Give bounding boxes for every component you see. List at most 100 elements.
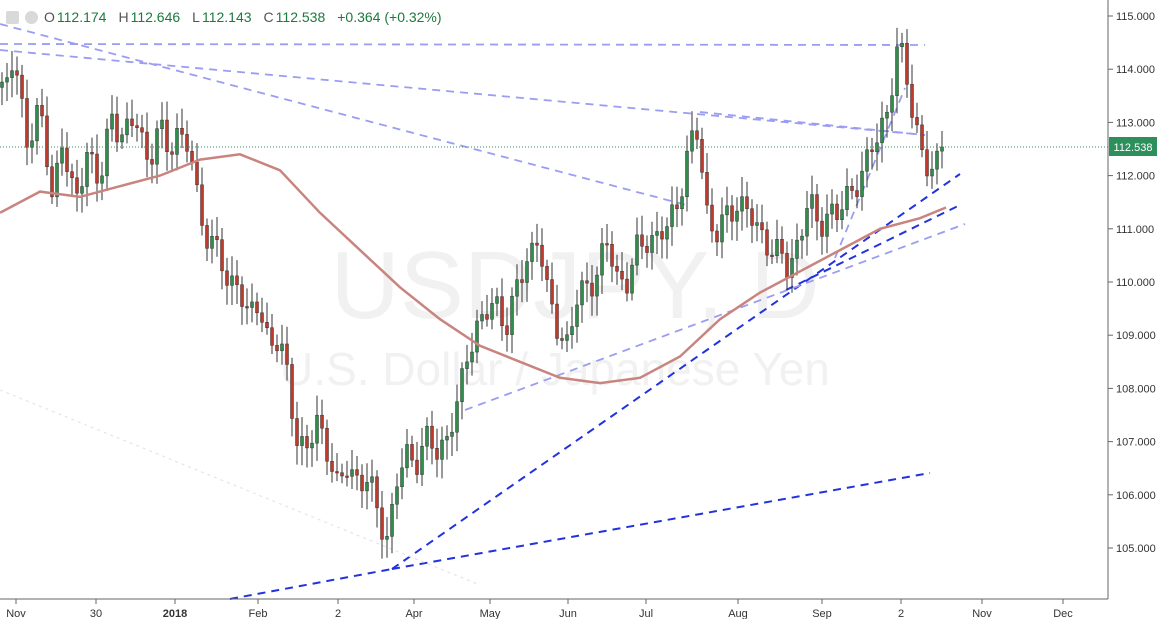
- trendline: [0, 389, 481, 586]
- candle-body: [765, 229, 769, 256]
- candle-body: [15, 70, 19, 76]
- candle-body: [895, 46, 899, 96]
- candle-body: [700, 139, 704, 173]
- x-tick-label: Apr: [405, 608, 422, 619]
- candle-body: [400, 467, 404, 488]
- candle-body: [555, 303, 559, 339]
- candle-body: [105, 128, 109, 177]
- candle-body: [535, 242, 539, 246]
- candle-body: [320, 414, 324, 429]
- candle-body: [935, 150, 939, 170]
- candle-body: [910, 84, 914, 118]
- candle-body: [475, 320, 479, 353]
- close-value: 112.538: [275, 9, 326, 25]
- candle-body: [725, 205, 729, 216]
- candle-body: [805, 208, 809, 237]
- open-value: 112.174: [56, 9, 107, 25]
- candle-body: [120, 134, 124, 143]
- candle-body: [145, 131, 149, 160]
- candle-body: [655, 231, 659, 236]
- candle-body: [925, 149, 929, 177]
- candle-body: [85, 152, 89, 187]
- candle-body: [630, 264, 634, 294]
- trendline: [0, 23, 691, 207]
- price-axis[interactable]: 105.000 106.000 107.000 108.000 109.000 110.0…: [1108, 11, 1156, 555]
- y-tick-label: 109.000: [1116, 330, 1156, 342]
- candle-body: [285, 343, 289, 365]
- candle-body: [50, 166, 54, 198]
- trendline: [0, 43, 926, 46]
- y-tick-label: 114.000: [1116, 64, 1155, 76]
- candle-body: [820, 220, 824, 237]
- candle-body: [300, 436, 304, 446]
- candle-body: [45, 115, 49, 168]
- candle-body: [0, 81, 4, 88]
- symbol-toggle-icon[interactable]: [6, 10, 19, 24]
- candle-body: [740, 196, 744, 212]
- candle-body: [60, 147, 64, 164]
- candle-body: [905, 42, 909, 85]
- candle-body: [30, 140, 34, 148]
- candle-body: [440, 439, 444, 460]
- candle-body: [900, 42, 904, 48]
- x-tick-label: Sep: [812, 608, 832, 619]
- candle-body: [845, 186, 849, 210]
- symbol-settings-icon[interactable]: [25, 10, 38, 24]
- candle-body: [615, 266, 619, 272]
- y-tick-label: 111.000: [1116, 224, 1154, 236]
- candle-body: [800, 235, 804, 241]
- candle-body: [165, 119, 169, 153]
- x-tick-label: Aug: [728, 608, 748, 619]
- candle-body: [355, 469, 359, 476]
- candle-body: [865, 149, 869, 172]
- x-tick-label: 2018: [163, 608, 187, 619]
- candle-body: [645, 245, 649, 253]
- candle-body: [640, 234, 644, 247]
- candle-body: [230, 275, 234, 286]
- candle-body: [510, 295, 514, 335]
- trendline: [229, 568, 393, 600]
- candle-body: [500, 296, 504, 326]
- candle-body: [90, 152, 94, 155]
- candle-body: [450, 431, 454, 437]
- candle-body: [890, 95, 894, 113]
- candle-body: [240, 284, 244, 307]
- y-tick-label: 105.000: [1116, 543, 1156, 555]
- candle-body: [140, 127, 144, 133]
- candle-body: [565, 334, 569, 341]
- candle-body: [250, 301, 254, 308]
- candle-body: [125, 118, 129, 136]
- candle-body: [600, 243, 604, 276]
- trendline: [834, 87, 906, 259]
- x-tick-label: 2: [898, 608, 904, 619]
- watermark-symbol: USDJPY, D: [330, 232, 819, 339]
- candle-body: [915, 117, 919, 126]
- x-tick-label: Jul: [639, 608, 653, 619]
- y-tick-label: 106.000: [1116, 490, 1156, 502]
- high-value: 112.646: [130, 9, 181, 25]
- candle-body: [515, 279, 519, 297]
- ohlc-legend: O 112.174 H 112.646 L 112.143 C 112.538 …: [0, 0, 442, 34]
- time-axis[interactable]: Nov 30 2018 Feb 2 Apr May Jun Jul Aug Sep 2 Nov Dec: [6, 599, 1073, 619]
- candle-body: [710, 204, 714, 232]
- candle-body: [825, 213, 829, 237]
- candle-body: [860, 170, 864, 197]
- trendline: [391, 173, 961, 570]
- x-tick-label: Feb: [249, 608, 268, 619]
- candle-body: [260, 312, 264, 323]
- candle-body: [235, 275, 239, 285]
- candle-body: [210, 236, 214, 249]
- candle-body: [540, 244, 544, 267]
- candle-body: [485, 314, 489, 320]
- y-tick-label: 108.000: [1116, 383, 1156, 395]
- candle-body: [195, 161, 199, 186]
- candle-body: [150, 159, 154, 165]
- candle-body: [25, 98, 29, 148]
- candle-body: [620, 270, 624, 280]
- candle-body: [290, 364, 294, 419]
- candle-body: [115, 113, 119, 143]
- candle-body: [340, 472, 344, 477]
- low-label: L: [192, 9, 200, 25]
- candle-body: [885, 111, 889, 119]
